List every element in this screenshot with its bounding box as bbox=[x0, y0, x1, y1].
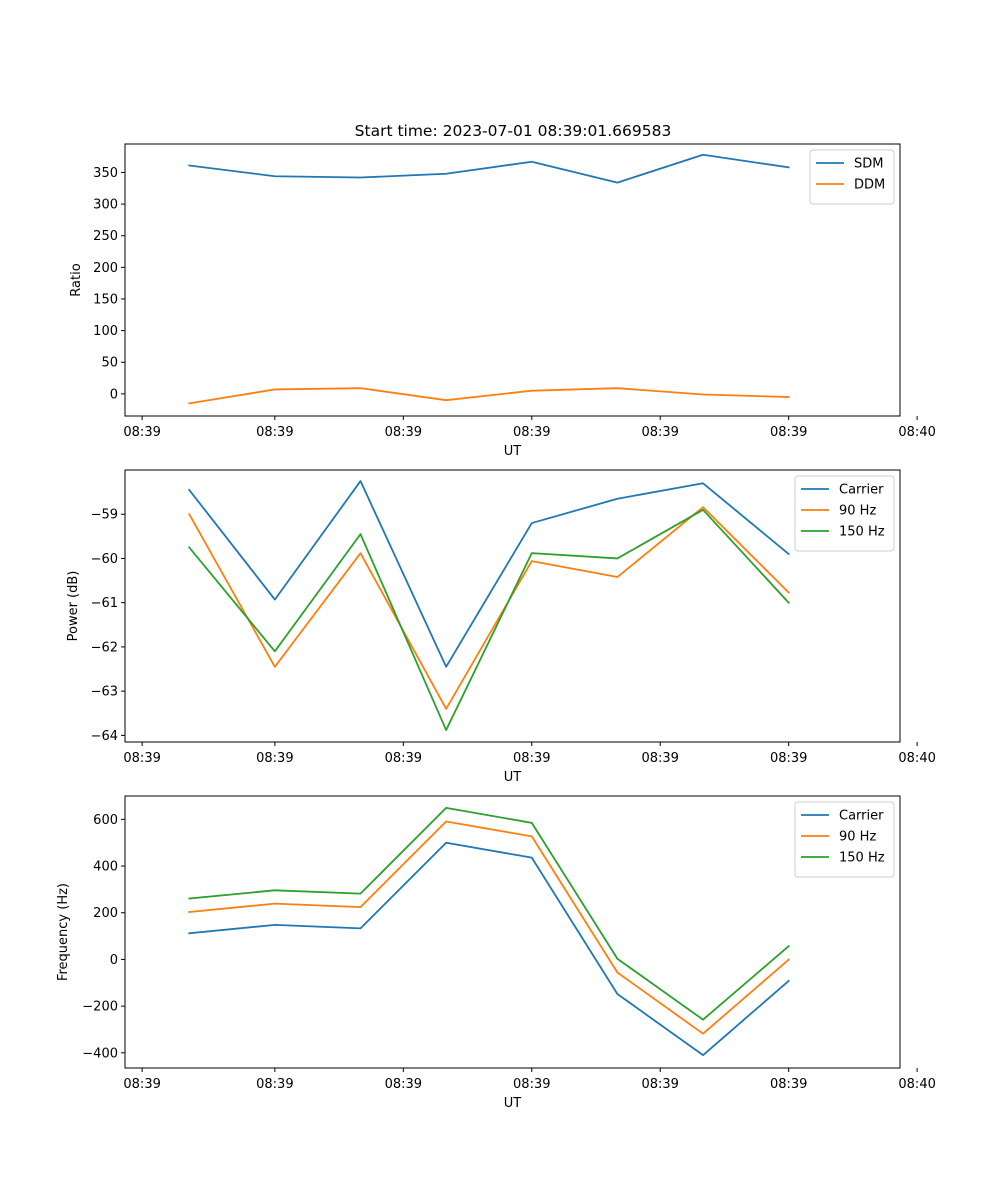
legend-box bbox=[794, 475, 895, 552]
y-tick-label: 50 bbox=[101, 356, 118, 371]
x-axis-label: UT bbox=[504, 770, 522, 785]
y-tick-label: −60 bbox=[91, 552, 118, 567]
x-tick-label: 08:39 bbox=[770, 425, 807, 440]
y-tick-label: 0 bbox=[110, 953, 118, 968]
y-tick-label: −64 bbox=[91, 729, 118, 744]
plots-container: 08:39 08:39 08:39 08:39 08:39 08:39 08:40 0 50 10… bbox=[56, 143, 936, 1111]
y-tick-label: −400 bbox=[82, 1046, 118, 1061]
y-tick-label: 0 bbox=[110, 387, 118, 402]
x-tick-label: 08:39 bbox=[513, 1077, 550, 1092]
x-tick-label: 08:39 bbox=[513, 425, 550, 440]
x-tick-label: 08:39 bbox=[641, 425, 678, 440]
legend: Carrier 90 Hz 150 Hz bbox=[794, 475, 895, 552]
x-tick-label: 08:39 bbox=[385, 751, 422, 766]
axes-frame bbox=[124, 469, 901, 743]
x-axis-label: UT bbox=[504, 444, 522, 459]
legend: Carrier 90 Hz 150 Hz bbox=[794, 801, 895, 878]
x-tick-label: 08:39 bbox=[513, 751, 550, 766]
legend-box bbox=[794, 801, 895, 878]
series-line-carrier bbox=[188, 841, 790, 1057]
axes-frame bbox=[124, 143, 901, 417]
series-line-150-hz bbox=[187, 508, 790, 731]
y-tick-label: −200 bbox=[82, 1000, 118, 1015]
series-line-ddm bbox=[188, 387, 790, 405]
y-tick-label: 250 bbox=[93, 229, 118, 244]
y-tick-label: 200 bbox=[93, 906, 118, 921]
x-tick-label: 08:39 bbox=[123, 751, 160, 766]
legend-label: SDM bbox=[854, 157, 883, 172]
y-tick-label: −63 bbox=[91, 685, 118, 700]
y-tick-label: 200 bbox=[93, 261, 118, 276]
legend-label: Carrier bbox=[839, 809, 884, 824]
x-tick-label: 08:39 bbox=[770, 751, 807, 766]
x-tick-label: 08:40 bbox=[898, 1077, 935, 1092]
y-tick-label: 150 bbox=[93, 292, 118, 307]
y-tick-label: 300 bbox=[93, 198, 118, 213]
legend: SDM DDM bbox=[809, 149, 895, 205]
legend-label: 150 Hz bbox=[839, 851, 885, 866]
legend-label: 90 Hz bbox=[839, 830, 876, 845]
x-tick-label: 08:40 bbox=[898, 751, 935, 766]
x-tick-label: 08:39 bbox=[770, 1077, 807, 1092]
y-axis-label: Frequency (Hz) bbox=[56, 883, 71, 981]
series-line-sdm bbox=[188, 153, 790, 184]
y-tick-label: −59 bbox=[91, 508, 118, 523]
subplot-1: 08:39 08:39 08:39 08:39 08:39 08:39 08:40 0 50 10… bbox=[69, 143, 936, 459]
legend-label: Carrier bbox=[839, 483, 884, 498]
x-tick-label: 08:39 bbox=[641, 1077, 678, 1092]
y-axis-label: Power (dB) bbox=[66, 571, 81, 642]
subplot-3: 08:39 08:39 08:39 08:39 08:39 08:39 08:40 −400 −… bbox=[56, 795, 936, 1111]
x-tick-label: 08:39 bbox=[256, 1077, 293, 1092]
legend-label: DDM bbox=[854, 178, 885, 193]
x-tick-label: 08:39 bbox=[385, 425, 422, 440]
y-tick-label: 600 bbox=[93, 813, 118, 828]
legend-label: 150 Hz bbox=[839, 525, 885, 540]
y-tick-label: −62 bbox=[91, 640, 118, 655]
y-tick-label: 400 bbox=[93, 860, 118, 875]
x-tick-label: 08:39 bbox=[123, 1077, 160, 1092]
y-tick-label: 350 bbox=[93, 166, 118, 181]
subplot-2: 08:39 08:39 08:39 08:39 08:39 08:39 08:40 −64 −6… bbox=[66, 469, 936, 785]
x-tick-label: 08:39 bbox=[123, 425, 160, 440]
x-tick-label: 08:39 bbox=[641, 751, 678, 766]
series-line-150-hz bbox=[188, 807, 790, 1021]
x-tick-label: 08:39 bbox=[385, 1077, 422, 1092]
chart-title: Start time: 2023-07-01 08:39:01.669583 bbox=[355, 122, 672, 140]
x-tick-label: 08:39 bbox=[256, 425, 293, 440]
legend-label: 90 Hz bbox=[839, 504, 876, 519]
x-tick-label: 08:39 bbox=[256, 751, 293, 766]
y-tick-label: −61 bbox=[91, 596, 118, 611]
x-axis-label: UT bbox=[504, 1096, 522, 1111]
axes-frame bbox=[124, 795, 901, 1069]
y-axis-label: Ratio bbox=[69, 263, 84, 296]
x-tick-label: 08:40 bbox=[898, 425, 935, 440]
series-line-carrier bbox=[187, 480, 790, 668]
series-line-90-hz bbox=[188, 820, 790, 1035]
y-tick-label: 100 bbox=[93, 324, 118, 339]
series-line-90-hz bbox=[188, 506, 790, 710]
